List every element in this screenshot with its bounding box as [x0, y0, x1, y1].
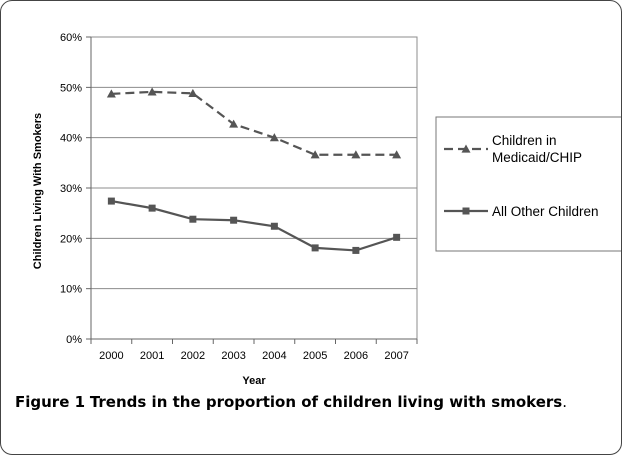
y-axis-title: Children Living With Smokers	[32, 113, 44, 269]
legend-label: Children in Medicaid/CHIP	[492, 133, 582, 165]
y-tick-label: 20%	[60, 233, 82, 245]
x-axis-title: Year	[242, 375, 266, 387]
legend-box	[435, 116, 621, 252]
figure-caption: Figure 1 Trends in the proportion of chi…	[15, 392, 613, 413]
data-point	[107, 197, 115, 205]
series-1	[107, 197, 401, 254]
data-point	[270, 222, 278, 230]
legend-label: All Other Children	[492, 204, 599, 219]
x-tick-label: 2000	[99, 350, 123, 362]
y-tick-label: 0%	[66, 334, 82, 346]
x-tick-label: 2001	[140, 350, 164, 362]
x-tick-label: 2007	[384, 350, 408, 362]
line-chart: 0% 10% 20% 30% 40% 50% 60% 2000 2001 2002 2003 2004…	[32, 32, 621, 387]
data-point	[269, 133, 279, 142]
x-tick-label: 2003	[221, 350, 245, 362]
y-tick-label: 30%	[60, 183, 82, 195]
data-point	[188, 88, 198, 97]
series-layer	[106, 87, 402, 254]
y-tick-label: 50%	[60, 82, 82, 94]
data-point	[147, 87, 157, 96]
data-point	[148, 204, 156, 212]
x-tick-label: 2004	[262, 350, 286, 362]
data-point	[230, 216, 238, 224]
data-point	[106, 89, 116, 98]
chart-area: 0% 10% 20% 30% 40% 50% 60% 2000 2001 2002 2003 2004…	[13, 15, 621, 387]
data-point	[311, 244, 319, 252]
series-line	[111, 200, 397, 252]
data-point	[392, 150, 402, 159]
data-point	[351, 150, 361, 159]
series-0	[106, 87, 402, 159]
data-point	[189, 215, 197, 223]
caption-end: .	[562, 393, 567, 411]
data-point	[310, 150, 320, 159]
legend-marker	[461, 144, 471, 153]
y-tick-label: 10%	[60, 284, 82, 296]
axis-layer: 0% 10% 20% 30% 40% 50% 60% 2000 2001 2002 2003 2004…	[60, 32, 418, 362]
series-line	[111, 90, 397, 156]
x-tick-label: 2005	[303, 350, 327, 362]
data-point	[229, 119, 239, 128]
data-point	[393, 233, 401, 241]
figure-label: Figure 1	[15, 393, 86, 411]
y-tick-label: 60%	[60, 32, 82, 44]
y-tick-label: 40%	[60, 133, 82, 145]
grid-layer	[90, 36, 418, 340]
legend-marker	[462, 207, 470, 215]
x-tick-label: 2002	[181, 350, 205, 362]
x-tick-label: 2006	[344, 350, 368, 362]
data-point	[352, 246, 360, 254]
legend: Children in Medicaid/CHIP All Other Childr…	[435, 116, 621, 252]
caption-text: Trends in the proportion of children liv…	[89, 393, 563, 411]
